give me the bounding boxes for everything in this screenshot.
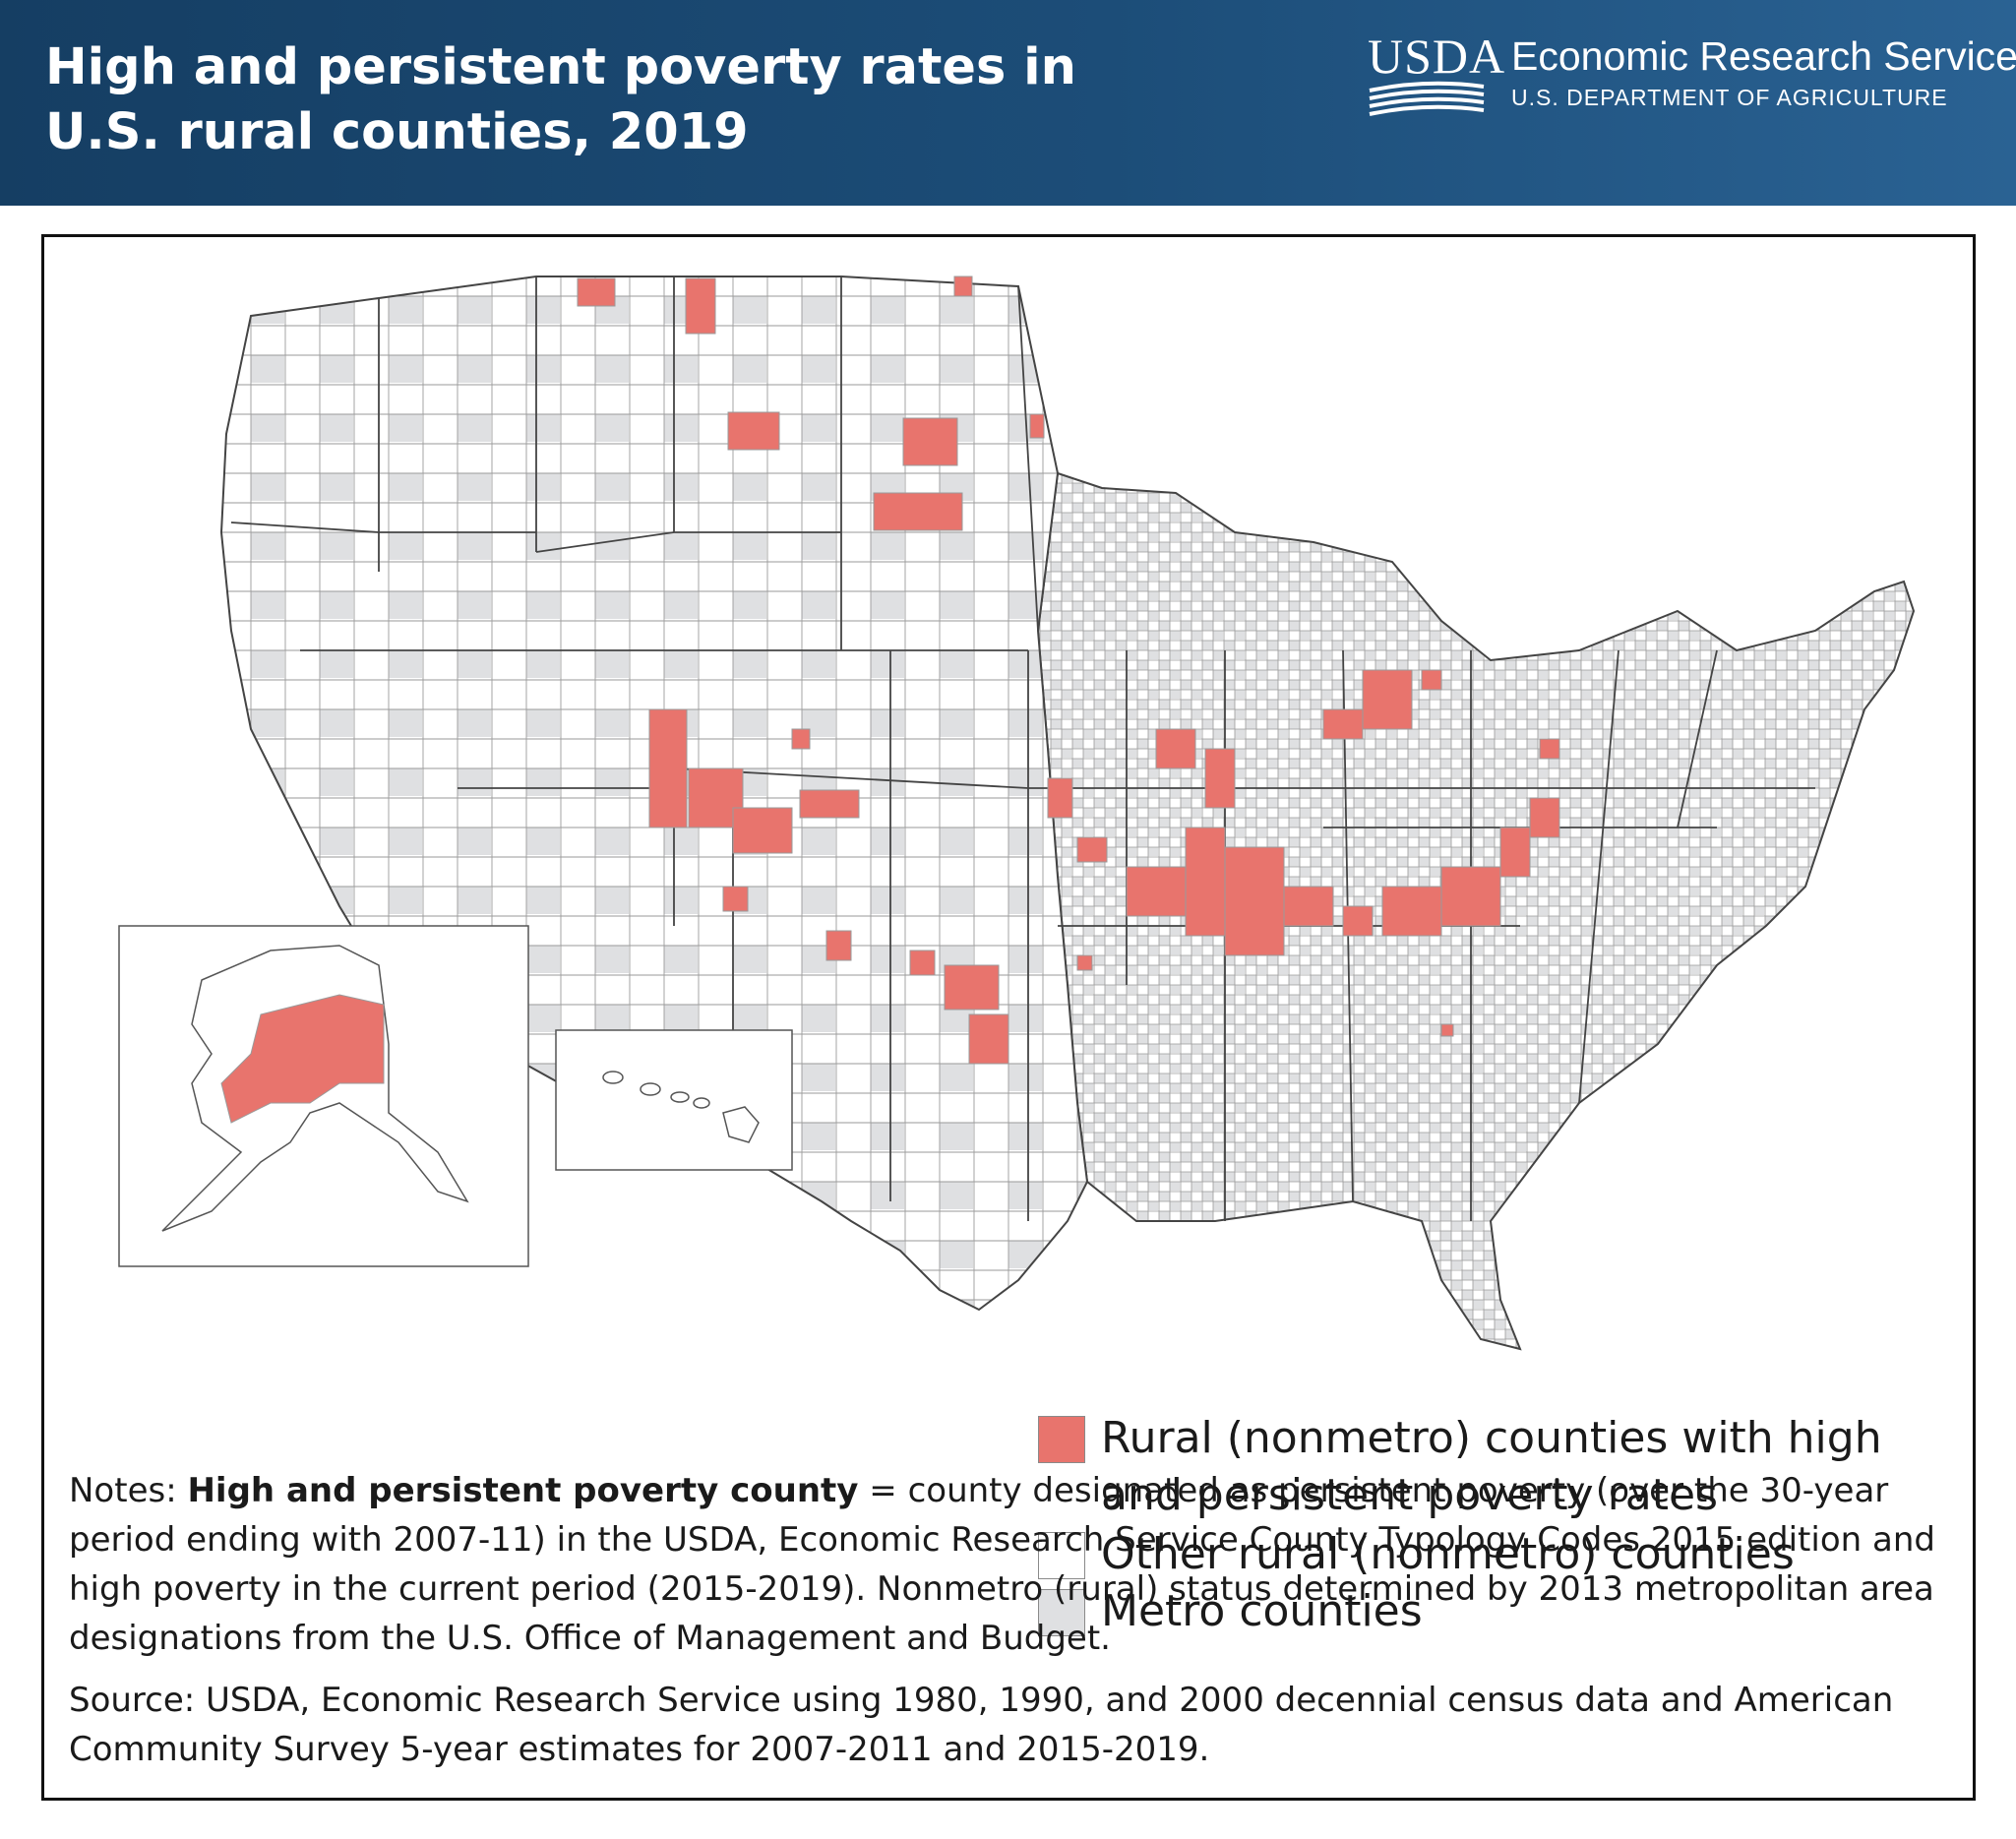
chart-title: High and persistent poverty rates in U.S…: [45, 38, 1076, 161]
legend-label-metro: Metro counties: [1101, 1586, 1423, 1636]
legend-swatch-other-rural: [1038, 1532, 1085, 1579]
legend-label-high-poverty: Rural (nonmetro) counties with high and …: [1101, 1413, 1882, 1520]
legend-swatch-high-poverty: [1038, 1416, 1085, 1463]
notes: Notes: High and persistent poverty count…: [69, 1466, 1938, 1663]
contiguous-us: [219, 276, 1916, 1351]
alaska-inset: [118, 925, 529, 1267]
brand-subtitle: U.S. DEPARTMENT OF AGRICULTURE: [1511, 85, 1948, 110]
hawaii-islands: [602, 1071, 760, 1143]
state-boundaries: [230, 276, 1815, 1221]
alaska-high-poverty-region: [220, 994, 385, 1124]
notes-term: High and persistent poverty county: [187, 1471, 859, 1510]
brand-name: Economic Research Service: [1511, 33, 2016, 79]
header-banner: High and persistent poverty rates in U.S…: [0, 0, 2016, 206]
usda-logo-swoosh-icon: [1369, 81, 1485, 116]
usda-logo: USDA: [1368, 30, 1504, 118]
poverty-map: [118, 276, 1916, 1351]
map-frame: Rural (nonmetro) counties with high and …: [41, 234, 1976, 1801]
notes-definition: = county designated as persistent povert…: [69, 1471, 1935, 1658]
hawaii-inset: [555, 1029, 793, 1171]
legend-label-other-rural: Other rural (nonmetro) counties: [1101, 1529, 1795, 1579]
legend-swatch-metro: [1038, 1589, 1085, 1636]
usda-logo-text: USDA: [1368, 29, 1506, 84]
brand-block: USDA Economic Research Service U.S. DEPA…: [1368, 30, 2016, 138]
source-note: Source: USDA, Economic Research Service …: [69, 1681, 1894, 1769]
high-poverty-counties: [577, 276, 1560, 1065]
notes-prefix: Notes:: [69, 1471, 188, 1510]
